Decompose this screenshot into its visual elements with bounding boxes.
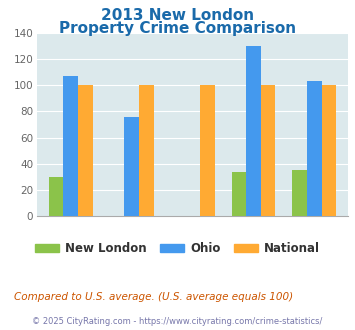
Bar <box>200 85 214 216</box>
Text: Compared to U.S. average. (U.S. average equals 100): Compared to U.S. average. (U.S. average … <box>14 292 293 302</box>
Bar <box>78 85 93 216</box>
Bar <box>124 117 139 216</box>
Bar <box>64 76 78 216</box>
Bar <box>246 46 261 216</box>
Text: Property Crime Comparison: Property Crime Comparison <box>59 21 296 36</box>
Bar <box>322 85 336 216</box>
Bar <box>49 177 64 216</box>
Bar <box>293 170 307 216</box>
Bar <box>139 85 154 216</box>
Bar <box>231 172 246 216</box>
Bar <box>261 85 275 216</box>
Bar <box>307 82 322 216</box>
Legend: New London, Ohio, National: New London, Ohio, National <box>30 237 325 260</box>
Text: © 2025 CityRating.com - https://www.cityrating.com/crime-statistics/: © 2025 CityRating.com - https://www.city… <box>32 317 323 326</box>
Text: 2013 New London: 2013 New London <box>101 8 254 23</box>
